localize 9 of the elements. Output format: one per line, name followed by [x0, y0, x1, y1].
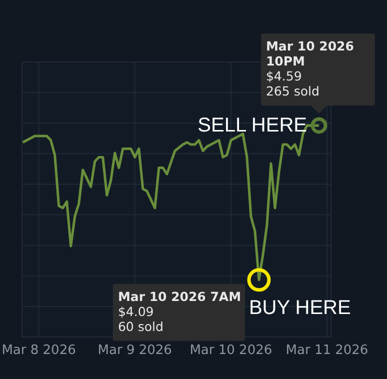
x-tick-label: Mar 8 2026 — [2, 343, 76, 358]
annotation: Mar 10 2026 7AM $4.09 60 sold — [118, 288, 242, 334]
annotation: Mar 10 2026 10PM $4.59 265 sold — [266, 38, 354, 98]
tooltip-box: Mar 10 2026 7AM $4.09 60 sold — [112, 284, 245, 341]
annotation: BUY HERE — [248, 296, 351, 319]
x-tick-label: Mar 11 2026 — [286, 343, 368, 358]
x-tick-label: Mar 9 2026 — [98, 343, 172, 358]
annotation: SELL HERE — [198, 114, 307, 136]
x-tick-label: Mar 10 2026 — [190, 343, 272, 358]
